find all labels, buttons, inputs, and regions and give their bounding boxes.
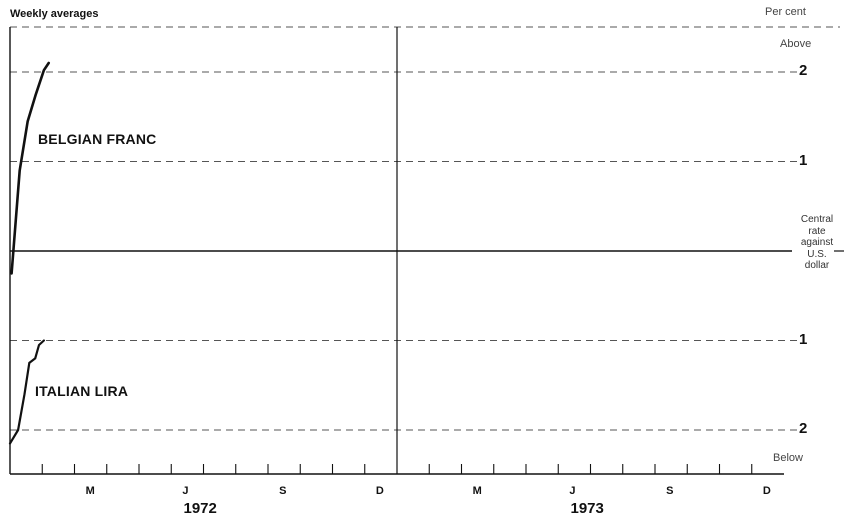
year-label: 1973 [570,500,604,517]
series-lines [8,61,51,445]
chart-title: Weekly averages [10,8,99,20]
central-rate-line: dollar [804,260,830,271]
central-rate-line: rate [808,225,826,237]
central-rate-line: against [800,237,834,248]
month-label: M [85,485,95,497]
y-tick-label: 2 [799,62,808,79]
series-line-belgian-franc [10,61,51,275]
central-rate-line: Central [800,214,834,225]
month-label: D [375,485,384,497]
y-tick-label: 2 [799,420,808,437]
y-tick-label: 1 [799,151,808,169]
central-rate-label: Central rate against U.S. dollar [795,214,839,272]
year-label: 1972 [183,500,217,517]
month-ticks [41,464,753,474]
month-label: S [279,485,287,497]
series-label-belgian-franc: BELGIAN FRANC [38,131,157,147]
central-rate-line: U.S. [807,248,827,260]
month-label: D [762,485,771,497]
plot-frame [9,27,844,475]
above-label: Above [780,38,812,50]
grid-lines [10,26,840,431]
month-label: M [472,485,482,497]
y-tick-label: 1 [799,330,808,348]
y-axis-unit-label: Per cent [765,6,806,18]
month-label: J [182,485,189,497]
series-label-italian-lira: ITALIAN LIRA [35,383,129,399]
below-label: Below [773,452,803,464]
month-label: S [666,485,674,497]
month-label: J [569,485,576,497]
series-line-italian-lira [8,339,46,445]
